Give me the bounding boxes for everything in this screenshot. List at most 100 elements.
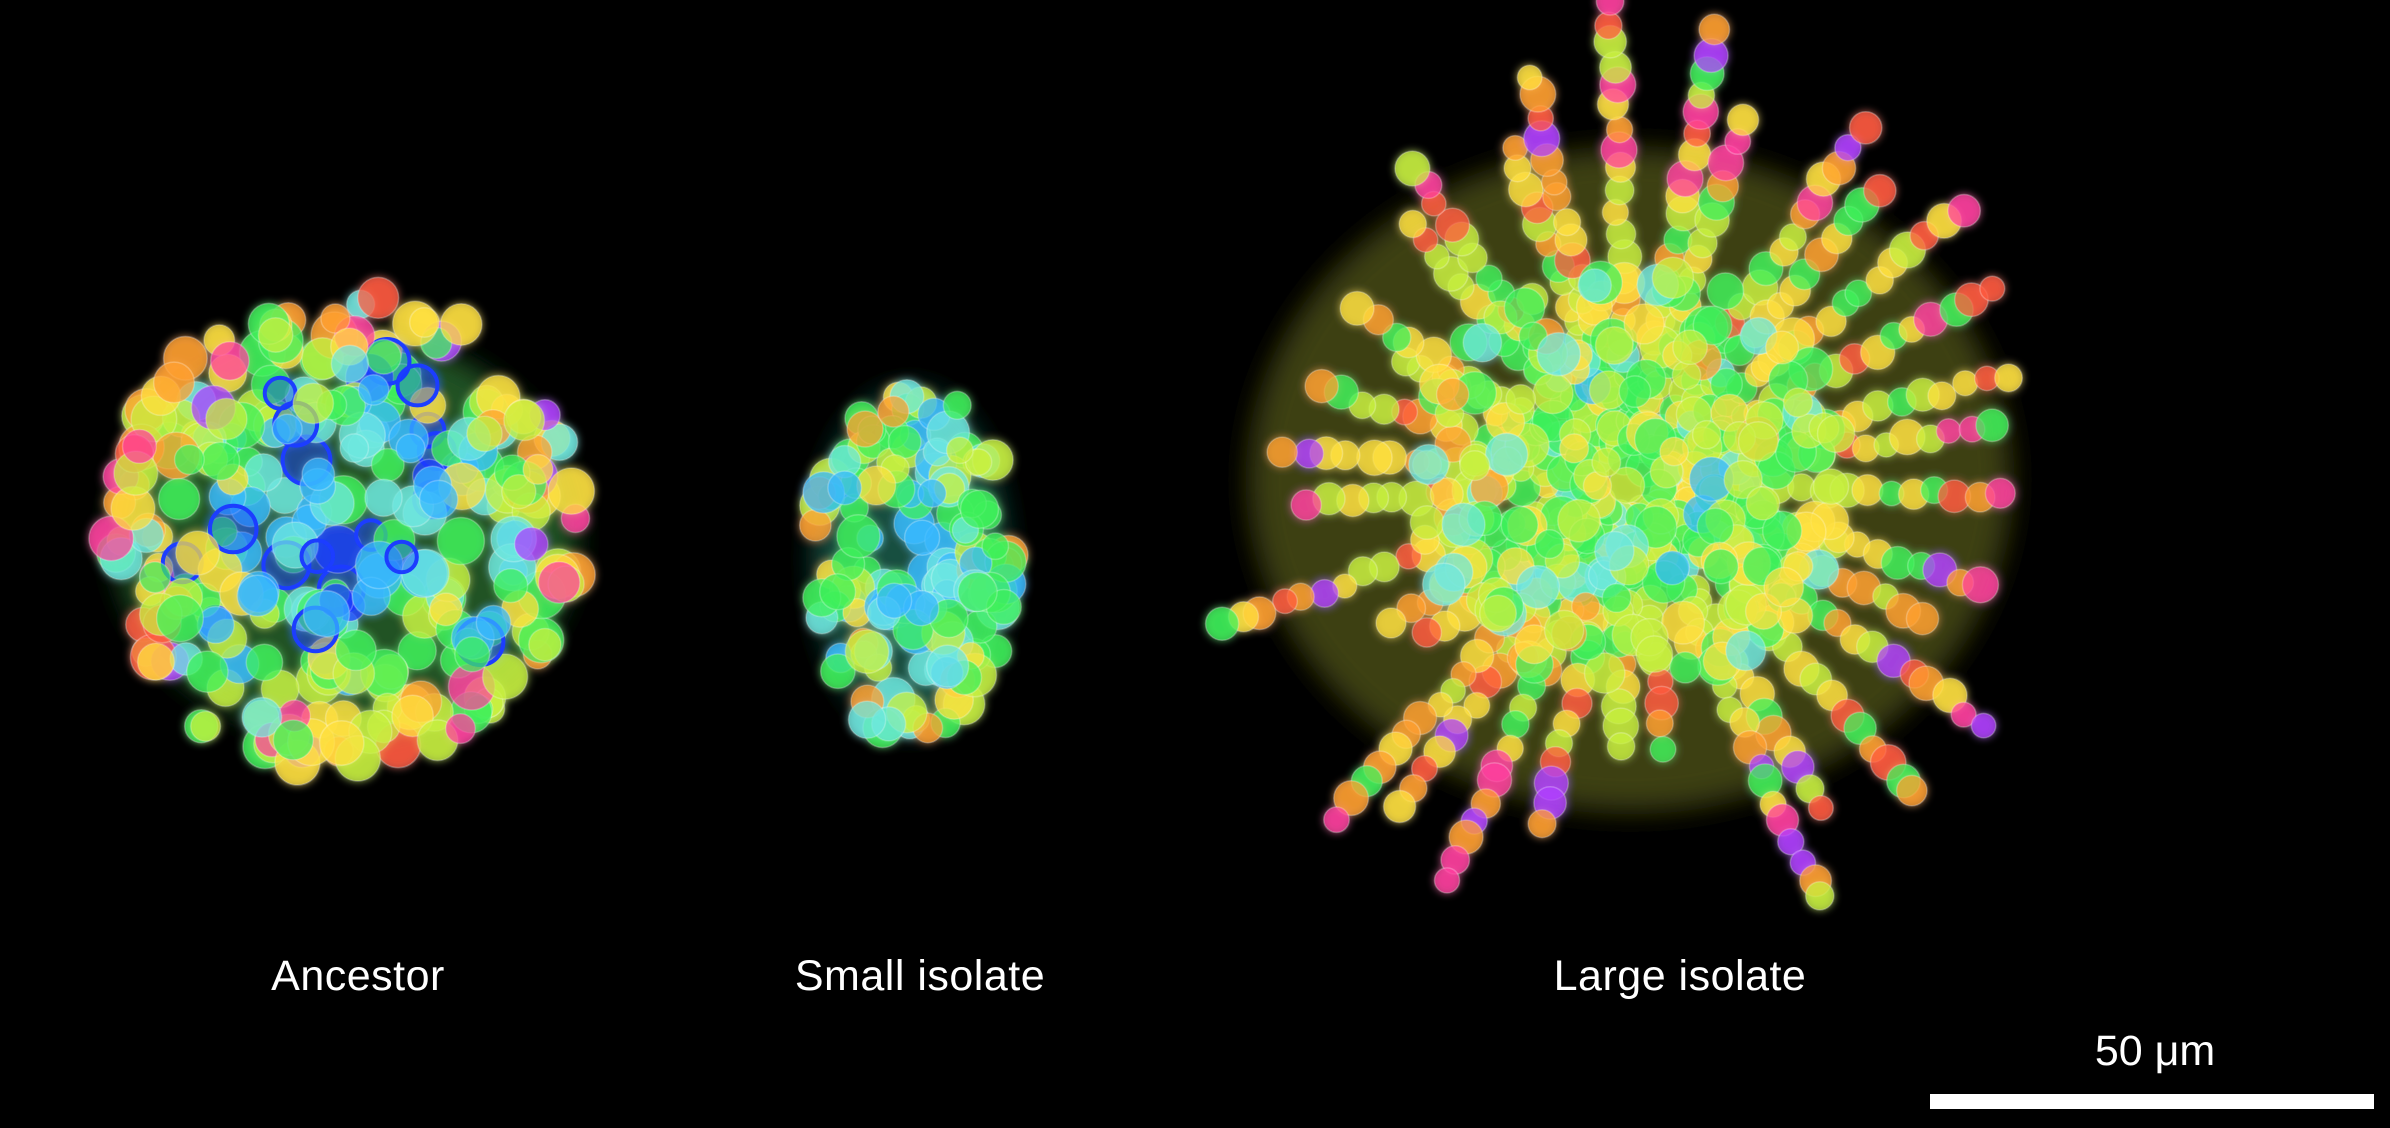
cell — [887, 424, 922, 459]
cell — [1434, 207, 1471, 243]
cell — [1691, 419, 1722, 450]
cell — [1961, 565, 2000, 604]
cell — [1654, 550, 1691, 586]
cell — [537, 560, 581, 604]
cell — [1905, 601, 1940, 636]
cell — [1595, 0, 1625, 16]
cell — [1672, 329, 1709, 366]
cell — [395, 433, 426, 464]
cell — [1812, 468, 1850, 505]
cell — [1463, 691, 1491, 720]
cell — [439, 303, 483, 346]
cell — [1411, 617, 1443, 648]
cell — [1950, 701, 1977, 728]
cell — [408, 306, 441, 338]
cell — [1651, 256, 1695, 300]
cell — [1484, 432, 1529, 477]
cell — [1618, 375, 1652, 409]
cell — [1761, 510, 1803, 551]
cell — [1706, 272, 1745, 311]
cell — [1339, 290, 1375, 327]
large-isolate-label: Large isolate — [1553, 952, 1807, 1000]
cell — [917, 478, 947, 509]
cell — [1782, 387, 1814, 418]
cell — [1723, 459, 1763, 500]
cell — [334, 629, 377, 672]
cell — [481, 653, 529, 700]
cell — [174, 530, 221, 576]
cell — [1290, 489, 1323, 521]
cell — [836, 514, 881, 559]
cell — [395, 363, 440, 408]
cell — [1515, 564, 1561, 610]
cell — [454, 636, 491, 673]
cell — [1382, 789, 1417, 824]
cell — [1659, 436, 1690, 467]
cell — [1323, 806, 1350, 834]
cell — [428, 592, 464, 627]
cell — [1435, 377, 1470, 412]
cell — [320, 303, 351, 334]
cell — [241, 696, 283, 738]
cell — [1583, 652, 1626, 695]
ancestor-cluster — [88, 276, 596, 786]
cell — [1844, 279, 1873, 308]
cell — [1848, 110, 1883, 145]
cell — [444, 713, 477, 745]
cell — [1804, 880, 1835, 911]
cell — [1671, 360, 1702, 391]
cell — [272, 719, 314, 761]
cell — [1557, 498, 1601, 543]
cell — [173, 444, 205, 476]
cell — [942, 390, 972, 420]
cell — [1927, 381, 1957, 411]
cell — [292, 382, 335, 425]
cell — [1552, 207, 1582, 237]
cell — [466, 415, 503, 453]
cell — [1459, 449, 1491, 482]
cell — [1594, 325, 1634, 366]
cell — [1441, 502, 1486, 547]
cell — [1745, 486, 1781, 521]
small-isolate-label: Small isolate — [794, 952, 1046, 1000]
cell — [1993, 363, 2024, 393]
cell — [1304, 368, 1340, 404]
cell — [1816, 414, 1856, 454]
cell — [1534, 529, 1565, 560]
cell — [236, 574, 279, 618]
cell — [330, 344, 370, 384]
cell — [1333, 780, 1370, 817]
cell — [1398, 209, 1428, 239]
cell — [1536, 331, 1582, 377]
cell — [847, 700, 887, 740]
cell — [1271, 588, 1299, 615]
cell — [959, 489, 1000, 529]
cell — [818, 573, 857, 611]
cell — [1778, 222, 1808, 252]
cell — [1293, 438, 1325, 469]
cell — [1310, 578, 1340, 608]
cell — [1594, 11, 1623, 40]
cell — [365, 338, 402, 375]
cell — [1433, 867, 1461, 894]
cell — [209, 340, 250, 381]
cell — [1347, 555, 1379, 587]
cell — [1532, 372, 1574, 415]
cell — [155, 594, 205, 643]
cell — [1777, 827, 1805, 856]
cell — [827, 470, 863, 506]
cell — [1935, 418, 1962, 444]
cell — [493, 567, 529, 604]
scale-bar — [1930, 1094, 2374, 1109]
cell — [1355, 439, 1393, 477]
cell — [876, 582, 913, 619]
cell — [1577, 268, 1613, 303]
cell — [299, 538, 336, 575]
cell — [1763, 566, 1805, 608]
ancestor-label: Ancestor — [271, 952, 445, 1000]
cell — [1984, 477, 2016, 509]
cell — [1764, 330, 1800, 365]
cell — [1594, 530, 1635, 572]
